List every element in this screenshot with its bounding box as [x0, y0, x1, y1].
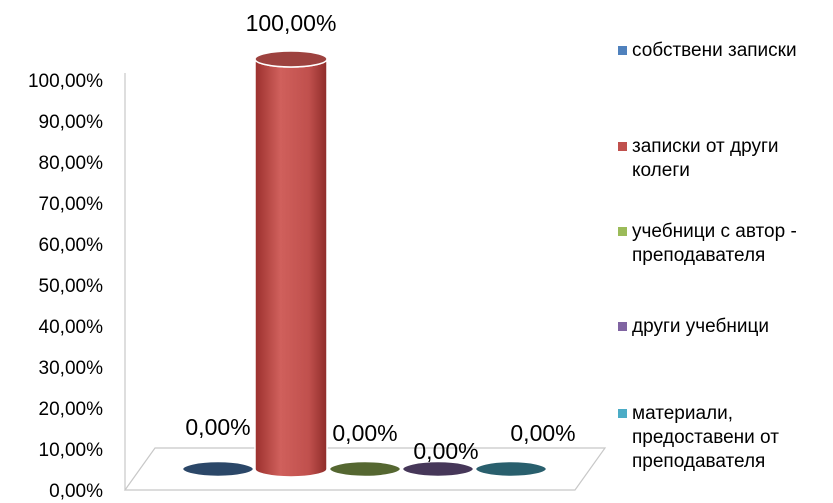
legend-label: други учебници [632, 316, 769, 337]
legend-item: собствени записки [618, 39, 832, 63]
bar-base [327, 459, 403, 479]
data-label: 0,00% [413, 438, 478, 464]
bar-2 [254, 50, 328, 478]
y-tick-label: 80,00% [39, 153, 104, 174]
legend-swatch [618, 142, 627, 151]
y-tick-label: 20,00% [39, 399, 104, 420]
y-tick-label: 10,00% [39, 440, 104, 461]
legend-item: учебници с автор - преподавателя [618, 220, 832, 268]
y-tick-label: 0,00% [49, 481, 103, 502]
y-tick-label: 50,00% [39, 276, 104, 297]
legend-swatch [618, 409, 627, 418]
bar-base [473, 459, 549, 479]
legend-label: материали, предоставени от преподавателя [632, 403, 779, 472]
y-tick-label: 90,00% [39, 112, 104, 133]
legend-label: собствени записки [632, 40, 797, 61]
data-label: 0,00% [185, 414, 250, 440]
data-label: 0,00% [332, 420, 397, 446]
legend-swatch [618, 46, 627, 55]
y-tick-label: 100,00% [28, 71, 103, 92]
legend-item: други учебници [618, 315, 832, 339]
legend-swatch [618, 227, 627, 236]
bar-body [254, 58, 328, 478]
bar-base [180, 459, 256, 479]
bar-3 [327, 459, 403, 479]
bar-top [254, 50, 328, 68]
y-tick-label: 30,00% [39, 358, 104, 379]
y-tick-label: 40,00% [39, 317, 104, 338]
data-label: 0,00% [510, 420, 575, 446]
legend-swatch [618, 322, 627, 331]
y-tick-label: 70,00% [39, 194, 104, 215]
legend-label: записки от други колеги [632, 136, 779, 181]
y-tick-label: 60,00% [39, 235, 104, 256]
legend-item: записки от други колеги [618, 135, 832, 183]
legend-label: учебници с автор - преподавателя [632, 221, 797, 266]
chart-legend: собствени записки записки от други колеги… [618, 0, 833, 503]
bar-chart: 0,00% 10,00% 20,00% 30,00% 40,00% 50,00% 60,00… [28, 10, 607, 502]
legend-item: материали, предоставени от преподавателя [618, 402, 832, 474]
bar-5 [473, 459, 549, 479]
data-label: 100,00% [246, 10, 337, 36]
bar-1 [180, 459, 256, 479]
